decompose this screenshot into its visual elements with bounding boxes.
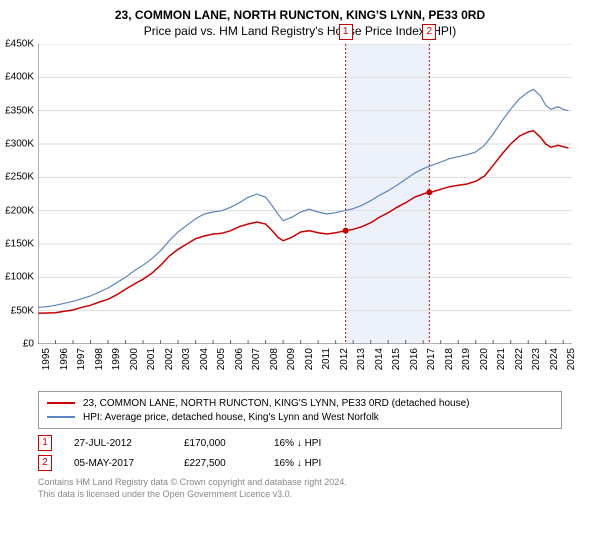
y-tick-label: £250K bbox=[0, 172, 34, 183]
x-tick-label: 2003 bbox=[181, 348, 192, 370]
footer-line1: Contains HM Land Registry data © Crown c… bbox=[38, 477, 562, 489]
x-tick-label: 1997 bbox=[76, 348, 87, 370]
x-tick-label: 2016 bbox=[409, 348, 420, 370]
x-tick-label: 2015 bbox=[391, 348, 402, 370]
sale-row: 2 05-MAY-2017£227,50016% ↓ HPI bbox=[38, 453, 562, 473]
legend-item: 23, COMMON LANE, NORTH RUNCTON, KING'S L… bbox=[47, 396, 553, 410]
x-tick-label: 2014 bbox=[374, 348, 385, 370]
y-tick-label: £400K bbox=[0, 72, 34, 83]
sale-date: 05-MAY-2017 bbox=[74, 458, 184, 469]
x-tick-label: 2004 bbox=[199, 348, 210, 370]
x-tick-label: 2001 bbox=[146, 348, 157, 370]
y-tick-label: £0 bbox=[0, 339, 34, 350]
x-tick-label: 2022 bbox=[514, 348, 525, 370]
x-tick-label: 2024 bbox=[549, 348, 560, 370]
y-tick-label: £200K bbox=[0, 205, 34, 216]
legend-label: HPI: Average price, detached house, King… bbox=[83, 412, 379, 423]
chart-area: £0£50K£100K£150K£200K£250K£300K£350K£400… bbox=[38, 44, 598, 349]
x-tick-label: 1996 bbox=[59, 348, 70, 370]
sales-table: 1 27-JUL-2012£170,00016% ↓ HPI 2 05-MAY-201… bbox=[38, 433, 562, 473]
x-tick-label: 2018 bbox=[444, 348, 455, 370]
sale-marker: 2 bbox=[422, 24, 436, 40]
x-tick-label: 1998 bbox=[94, 348, 105, 370]
sale-price: £170,000 bbox=[184, 438, 274, 449]
footer-line2: This data is licensed under the Open Gov… bbox=[38, 489, 562, 501]
x-tick-label: 2007 bbox=[251, 348, 262, 370]
chart-subtitle: Price paid vs. HM Land Registry's House … bbox=[0, 22, 600, 44]
sale-row-marker: 2 bbox=[38, 455, 52, 471]
x-tick-label: 2017 bbox=[426, 348, 437, 370]
sale-vs-hpi: 16% ↓ HPI bbox=[274, 438, 364, 449]
legend-item: HPI: Average price, detached house, King… bbox=[47, 410, 553, 424]
footer-attribution: Contains HM Land Registry data © Crown c… bbox=[38, 477, 562, 500]
sale-marker: 1 bbox=[339, 24, 353, 40]
x-tick-label: 2020 bbox=[479, 348, 490, 370]
legend-label: 23, COMMON LANE, NORTH RUNCTON, KING'S L… bbox=[83, 398, 469, 409]
y-tick-label: £100K bbox=[0, 272, 34, 283]
y-tick-label: £50K bbox=[0, 305, 34, 316]
x-tick-label: 2002 bbox=[164, 348, 175, 370]
x-tick-label: 2019 bbox=[461, 348, 472, 370]
y-tick-label: £450K bbox=[0, 39, 34, 50]
chart-title: 23, COMMON LANE, NORTH RUNCTON, KING'S L… bbox=[0, 0, 600, 22]
chart-container: 23, COMMON LANE, NORTH RUNCTON, KING'S L… bbox=[0, 0, 600, 560]
x-tick-label: 2023 bbox=[531, 348, 542, 370]
sale-row-marker: 1 bbox=[38, 435, 52, 451]
sale-vs-hpi: 16% ↓ HPI bbox=[274, 458, 364, 469]
x-tick-label: 2005 bbox=[216, 348, 227, 370]
x-tick-label: 2008 bbox=[269, 348, 280, 370]
sale-date: 27-JUL-2012 bbox=[74, 438, 184, 449]
x-tick-label: 2011 bbox=[321, 348, 332, 370]
sale-row: 1 27-JUL-2012£170,00016% ↓ HPI bbox=[38, 433, 562, 453]
x-tick-label: 2013 bbox=[356, 348, 367, 370]
line-chart-svg bbox=[38, 44, 572, 344]
legend: 23, COMMON LANE, NORTH RUNCTON, KING'S L… bbox=[38, 391, 562, 429]
x-tick-label: 1995 bbox=[41, 348, 52, 370]
y-tick-label: £350K bbox=[0, 105, 34, 116]
x-tick-label: 2000 bbox=[129, 348, 140, 370]
x-tick-label: 2012 bbox=[339, 348, 350, 370]
y-tick-label: £150K bbox=[0, 239, 34, 250]
legend-swatch bbox=[47, 402, 75, 404]
x-tick-label: 2025 bbox=[566, 348, 577, 370]
x-tick-label: 2006 bbox=[234, 348, 245, 370]
y-tick-label: £300K bbox=[0, 139, 34, 150]
x-tick-label: 2010 bbox=[304, 348, 315, 370]
legend-swatch bbox=[47, 416, 75, 418]
x-tick-label: 1999 bbox=[111, 348, 122, 370]
x-tick-label: 2021 bbox=[496, 348, 507, 370]
sale-price: £227,500 bbox=[184, 458, 274, 469]
x-tick-label: 2009 bbox=[286, 348, 297, 370]
